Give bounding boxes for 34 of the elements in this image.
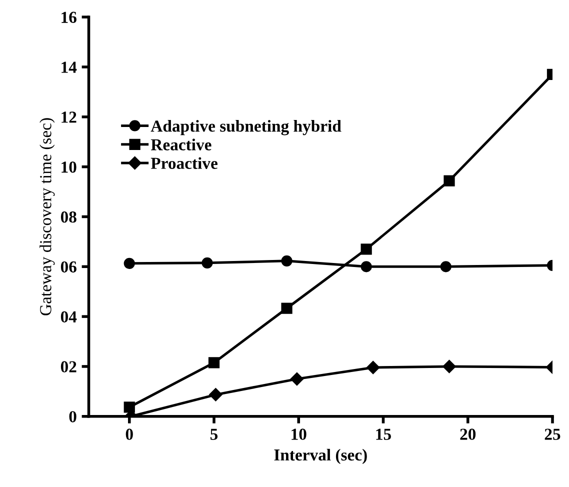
point [202, 257, 213, 268]
point [360, 261, 372, 272]
x-tick-label: 20 [460, 428, 476, 440]
y-axis-title: Gateway discovery time (sec) [40, 118, 55, 316]
x-tick-label: 25 [544, 428, 560, 440]
legend-label: Adaptive subneting hybrid [150, 120, 342, 136]
y-tick-label: 08 [60, 211, 76, 223]
y-tick-label: 06 [60, 261, 76, 273]
y-tick-label: 04 [60, 311, 77, 322]
y-tick-label: 16 [62, 12, 76, 23]
x-tick-label: 0 [126, 428, 133, 440]
x-tick-label: 10 [292, 428, 306, 440]
x-tick-label: 15 [376, 428, 391, 440]
y-tick-label: 02 [60, 361, 76, 372]
point [444, 175, 455, 186]
x-tick-label: 5 [210, 428, 218, 440]
point [281, 255, 292, 266]
point [290, 372, 304, 386]
point [360, 244, 372, 255]
x-axis-title: Interval (sec) [274, 448, 367, 464]
y-tick-label: 10 [62, 161, 76, 173]
point [442, 360, 456, 374]
point [366, 360, 380, 374]
point [281, 302, 292, 314]
legend-label: Reactive [150, 138, 212, 150]
y-tick-label: 0 [69, 411, 76, 422]
point [124, 258, 135, 269]
point [124, 402, 135, 413]
point [440, 261, 452, 272]
legend-label: Proactive [150, 157, 218, 169]
point [209, 388, 222, 402]
y-tick-label: 14 [62, 62, 77, 73]
y-tick-label: 12 [62, 112, 76, 123]
point [208, 357, 220, 368]
